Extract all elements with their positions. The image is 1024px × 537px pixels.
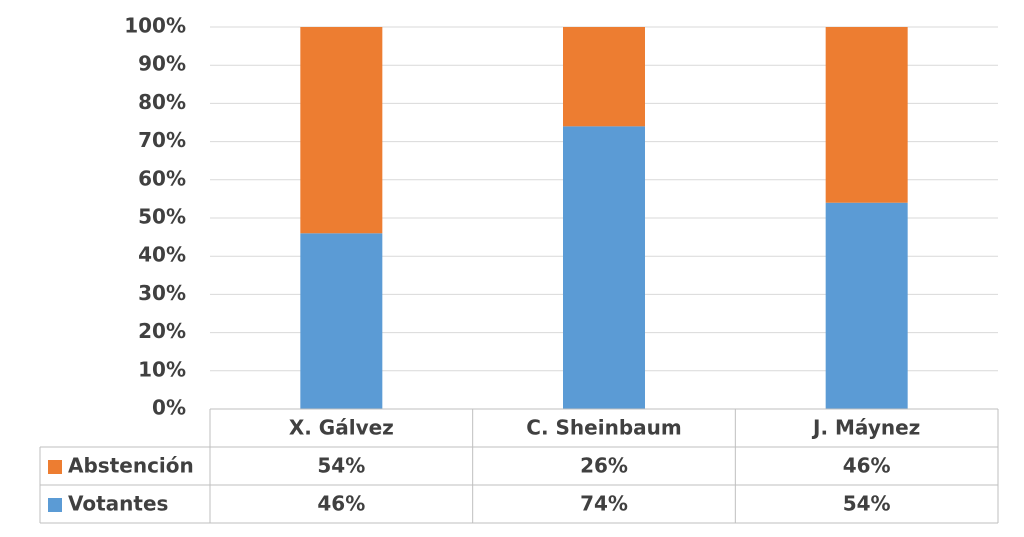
- data-label: 54%: [843, 492, 891, 516]
- y-tick-label: 50%: [138, 205, 186, 229]
- legend-label: Abstención: [68, 454, 194, 478]
- y-tick-label: 90%: [138, 52, 186, 76]
- x-tick-label: C. Sheinbaum: [526, 416, 681, 440]
- y-tick-label: 80%: [138, 90, 186, 114]
- x-tick-label: X. Gálvez: [289, 416, 394, 440]
- data-label: 74%: [580, 492, 628, 516]
- bar-segment: [825, 27, 908, 203]
- bar-segment: [300, 233, 383, 409]
- bar-segment: [300, 27, 383, 234]
- y-tick-label: 10%: [138, 357, 186, 381]
- y-tick-label: 40%: [138, 243, 186, 267]
- legend-key: [48, 498, 62, 512]
- x-tick-label: J. Máynez: [811, 416, 920, 440]
- y-tick-label: 30%: [138, 281, 186, 305]
- bar-segment: [563, 27, 645, 127]
- data-label: 46%: [317, 492, 365, 516]
- data-label: 46%: [843, 454, 891, 478]
- y-tick-label: 20%: [138, 319, 186, 343]
- y-tick-label: 0%: [152, 396, 186, 420]
- bar-segment: [563, 126, 645, 409]
- legend-key: [48, 460, 62, 474]
- y-tick-label: 70%: [138, 128, 186, 152]
- data-label: 26%: [580, 454, 628, 478]
- y-tick-label: 60%: [138, 166, 186, 190]
- data-label: 54%: [317, 454, 365, 478]
- legend-label: Votantes: [68, 492, 168, 516]
- y-tick-label: 100%: [124, 14, 186, 38]
- bar-segment: [825, 202, 908, 409]
